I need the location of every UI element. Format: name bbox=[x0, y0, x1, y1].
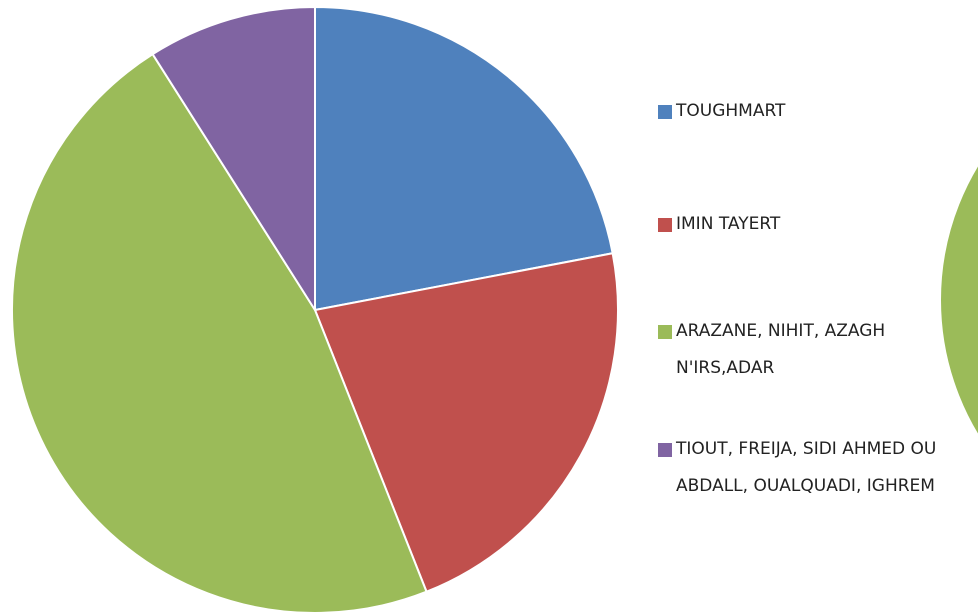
pie-slice bbox=[151, 5, 316, 314]
legend-item: TOUGHMART bbox=[658, 93, 958, 130]
pie-slice bbox=[314, 5, 614, 312]
legend-swatch bbox=[658, 105, 672, 119]
legend-label: IMIN TAYERT bbox=[676, 214, 781, 234]
legend-item: ARAZANE, NIHIT, AZAGH N'IRS,ADAR bbox=[658, 313, 958, 387]
legend-swatch bbox=[658, 325, 672, 339]
legend-item: IMIN TAYERT bbox=[658, 206, 958, 243]
legend-swatch bbox=[658, 218, 672, 232]
pie-slice bbox=[11, 52, 428, 614]
legend-label: TOUGHMART bbox=[676, 101, 786, 121]
legend-label: TIOUT, FREIJA, SIDI AHMED OU ABDALL, OUA… bbox=[676, 439, 937, 496]
legend-label: ARAZANE, NIHIT, AZAGH N'IRS,ADAR bbox=[676, 321, 886, 378]
pie-slice bbox=[313, 252, 619, 594]
legend-item: TIOUT, FREIJA, SIDI AHMED OU ABDALL, OUA… bbox=[658, 431, 958, 505]
legend-swatch bbox=[658, 443, 672, 457]
